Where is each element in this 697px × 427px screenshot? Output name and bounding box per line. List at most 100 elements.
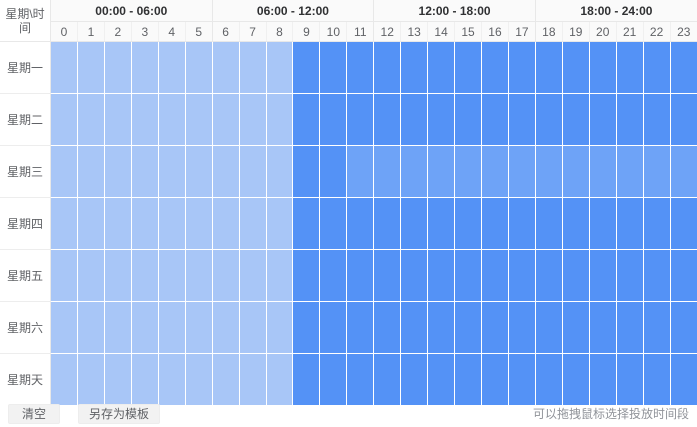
time-slot[interactable] <box>373 249 402 302</box>
time-slot[interactable] <box>131 353 159 406</box>
time-slot[interactable] <box>427 249 456 302</box>
time-slot[interactable] <box>508 93 536 146</box>
time-slot[interactable] <box>319 249 348 302</box>
time-slot[interactable] <box>185 301 213 354</box>
time-slot[interactable] <box>50 197 78 250</box>
time-slot[interactable] <box>400 41 429 94</box>
time-slot[interactable] <box>104 93 132 146</box>
time-slot[interactable] <box>616 249 644 302</box>
time-slot[interactable] <box>508 197 536 250</box>
time-slot[interactable] <box>400 301 429 354</box>
time-slot[interactable] <box>292 301 321 354</box>
time-slot[interactable] <box>373 93 402 146</box>
time-slot[interactable] <box>643 197 671 250</box>
time-slot[interactable] <box>158 353 186 406</box>
time-slot[interactable] <box>481 41 509 94</box>
time-slot[interactable] <box>373 41 402 94</box>
time-slot[interactable] <box>239 197 267 250</box>
time-slot[interactable] <box>50 301 78 354</box>
time-slot[interactable] <box>427 145 456 198</box>
time-slot[interactable] <box>104 249 132 302</box>
time-slot[interactable] <box>104 41 132 94</box>
time-slot[interactable] <box>346 301 375 354</box>
time-slot[interactable] <box>292 93 321 146</box>
time-slot[interactable] <box>346 93 375 146</box>
time-slot[interactable] <box>670 93 697 146</box>
time-slot[interactable] <box>131 41 159 94</box>
time-slot[interactable] <box>346 41 375 94</box>
time-slot[interactable] <box>50 145 78 198</box>
time-slot[interactable] <box>481 301 509 354</box>
time-slot[interactable] <box>292 197 321 250</box>
time-slot[interactable] <box>643 301 671 354</box>
time-slot[interactable] <box>400 353 429 406</box>
time-slot[interactable] <box>508 301 536 354</box>
time-slot[interactable] <box>427 41 456 94</box>
time-slot[interactable] <box>346 353 375 406</box>
time-slot[interactable] <box>670 197 697 250</box>
time-slot[interactable] <box>508 41 536 94</box>
time-slot[interactable] <box>481 197 509 250</box>
time-slot[interactable] <box>400 249 429 302</box>
time-slot[interactable] <box>562 301 590 354</box>
time-slot[interactable] <box>104 197 132 250</box>
time-slot[interactable] <box>158 249 186 302</box>
time-slot[interactable] <box>266 41 294 94</box>
time-slot[interactable] <box>508 145 536 198</box>
time-slot[interactable] <box>158 93 186 146</box>
time-slot[interactable] <box>131 197 159 250</box>
time-slot[interactable] <box>212 41 240 94</box>
clear-button[interactable]: 清空 <box>8 403 60 424</box>
time-slot[interactable] <box>319 197 348 250</box>
time-slot[interactable] <box>185 93 213 146</box>
time-slot[interactable] <box>266 353 294 406</box>
time-slot[interactable] <box>77 145 105 198</box>
time-slot[interactable] <box>239 353 267 406</box>
time-slot[interactable] <box>239 301 267 354</box>
time-slot[interactable] <box>77 301 105 354</box>
time-slot[interactable] <box>481 93 509 146</box>
time-slot[interactable] <box>373 197 402 250</box>
time-slot[interactable] <box>454 145 482 198</box>
time-slot[interactable] <box>454 249 482 302</box>
time-slot[interactable] <box>239 41 267 94</box>
time-slot[interactable] <box>562 93 590 146</box>
time-slot[interactable] <box>131 93 159 146</box>
time-slot[interactable] <box>292 353 321 406</box>
time-slot[interactable] <box>535 249 563 302</box>
time-slot[interactable] <box>589 197 617 250</box>
time-slot[interactable] <box>50 93 78 146</box>
time-slot[interactable] <box>481 353 509 406</box>
time-slot[interactable] <box>670 145 697 198</box>
time-slot[interactable] <box>454 197 482 250</box>
time-slot[interactable] <box>239 145 267 198</box>
time-slot[interactable] <box>212 301 240 354</box>
time-slot[interactable] <box>454 41 482 94</box>
time-slot[interactable] <box>400 197 429 250</box>
time-slot[interactable] <box>535 93 563 146</box>
time-slot[interactable] <box>104 145 132 198</box>
time-slot[interactable] <box>266 145 294 198</box>
time-slot[interactable] <box>643 93 671 146</box>
time-slot[interactable] <box>508 353 536 406</box>
time-slot[interactable] <box>266 93 294 146</box>
time-slot[interactable] <box>185 197 213 250</box>
time-slot[interactable] <box>346 145 375 198</box>
time-slot[interactable] <box>185 353 213 406</box>
time-slot[interactable] <box>535 301 563 354</box>
time-slot[interactable] <box>508 249 536 302</box>
time-slot[interactable] <box>104 301 132 354</box>
time-slot[interactable] <box>535 353 563 406</box>
time-slot[interactable] <box>481 145 509 198</box>
time-slot[interactable] <box>589 93 617 146</box>
time-slot[interactable] <box>589 145 617 198</box>
time-slot[interactable] <box>454 353 482 406</box>
time-slot[interactable] <box>427 353 456 406</box>
time-slot[interactable] <box>562 353 590 406</box>
time-slot[interactable] <box>292 41 321 94</box>
time-slot[interactable] <box>158 197 186 250</box>
time-slot[interactable] <box>427 93 456 146</box>
time-slot[interactable] <box>427 301 456 354</box>
time-slot[interactable] <box>589 249 617 302</box>
time-slot[interactable] <box>373 145 402 198</box>
